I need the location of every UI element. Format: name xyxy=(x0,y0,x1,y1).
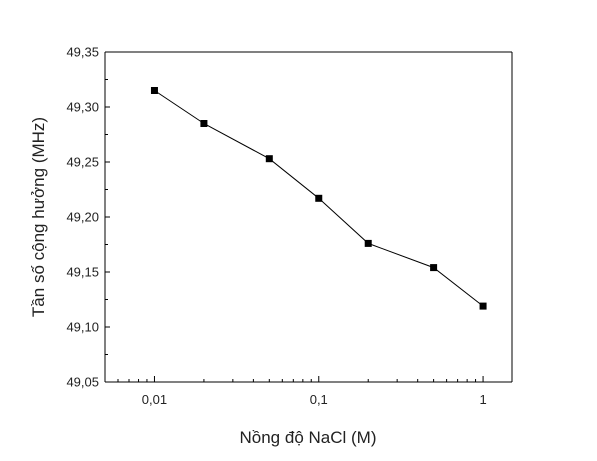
ticks-layer: 49,05 49,10 49,15 49,20 49,25 49,30 49,35 0,01 0… xyxy=(66,45,486,408)
x-tick-label: 0,01 xyxy=(142,392,167,407)
y-tick-label: 49,20 xyxy=(66,210,99,225)
y-tick-label: 49,25 xyxy=(66,155,99,170)
x-axis-title: Nồng độ NaCl (M) xyxy=(240,428,377,447)
x-tick-label: 1 xyxy=(479,392,486,407)
data-point xyxy=(150,87,158,94)
data-point xyxy=(200,120,208,127)
series-layer xyxy=(150,87,487,310)
y-axis-title: Tần số cộng hưởng (MHz) xyxy=(29,117,48,317)
data-point xyxy=(265,155,273,163)
y-tick-label: 49,30 xyxy=(66,100,99,115)
data-point xyxy=(430,264,438,272)
y-tick-label: 49,10 xyxy=(66,320,99,335)
data-point xyxy=(315,194,323,202)
data-point xyxy=(479,302,487,310)
y-tick-label: 49,05 xyxy=(66,375,99,390)
y-tick-label: 49,35 xyxy=(66,45,99,60)
x-tick-label: 0,1 xyxy=(310,392,328,407)
data-point xyxy=(364,239,372,247)
y-tick-label: 49,15 xyxy=(66,265,99,280)
